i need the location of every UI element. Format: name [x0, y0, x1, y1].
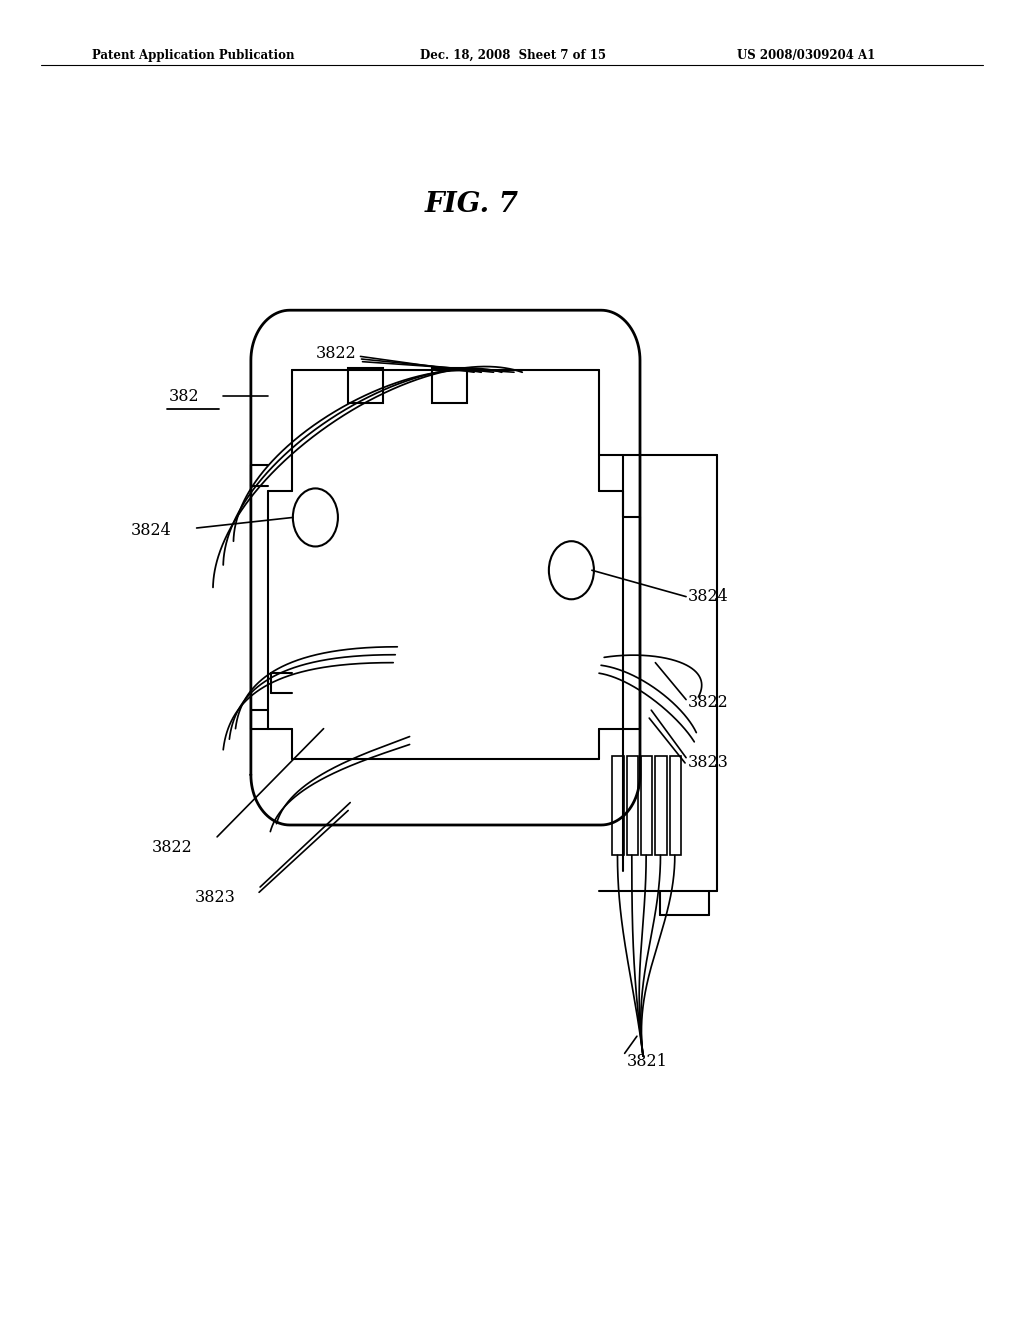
- Bar: [670, 756, 681, 855]
- Text: 3824: 3824: [688, 589, 729, 605]
- Bar: [348, 368, 383, 403]
- Text: 3823: 3823: [688, 755, 729, 771]
- Bar: [612, 756, 624, 855]
- Text: Patent Application Publication: Patent Application Publication: [92, 49, 295, 62]
- Text: 3824: 3824: [131, 523, 172, 539]
- Bar: [627, 756, 638, 855]
- Bar: [655, 756, 667, 855]
- Text: 3822: 3822: [152, 840, 193, 855]
- Text: 3823: 3823: [195, 890, 236, 906]
- Bar: [432, 368, 467, 403]
- Text: Dec. 18, 2008  Sheet 7 of 15: Dec. 18, 2008 Sheet 7 of 15: [420, 49, 606, 62]
- Text: 3822: 3822: [315, 346, 356, 362]
- Text: 3822: 3822: [688, 694, 729, 710]
- Text: 3821: 3821: [627, 1053, 668, 1069]
- Text: 382: 382: [169, 388, 200, 404]
- Text: US 2008/0309204 A1: US 2008/0309204 A1: [737, 49, 876, 62]
- Text: FIG. 7: FIG. 7: [425, 191, 519, 218]
- Bar: [641, 756, 652, 855]
